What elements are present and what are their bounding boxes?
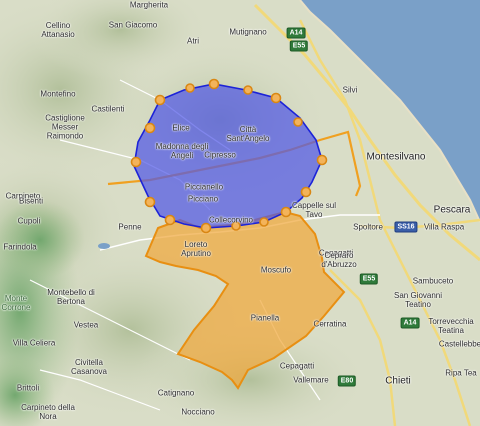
place-label: Catignano	[157, 388, 195, 398]
place-label: Picciano	[187, 194, 219, 204]
place-label: Pianella	[250, 313, 280, 323]
road-shield-e55: E55	[289, 40, 309, 52]
vertex-handle[interactable]	[270, 92, 282, 104]
place-label: San Giacomo	[108, 20, 158, 30]
place-label: Montefino	[40, 89, 76, 99]
vertex-handle[interactable]	[164, 214, 176, 226]
vertex-handle[interactable]	[185, 83, 195, 93]
place-label: Nocciano	[181, 407, 215, 417]
place-label: Villa Raspa	[423, 222, 465, 232]
vertex-handle[interactable]	[259, 217, 269, 227]
place-label: Farindola	[3, 242, 37, 252]
place-label: Penne	[118, 222, 142, 232]
vertex-handle[interactable]	[130, 156, 142, 168]
vertex-handle[interactable]	[144, 196, 156, 208]
place-label: Cepagatti	[279, 361, 315, 371]
place-label: Città Sant'Angelo	[226, 125, 270, 143]
place-label: Castilenti	[91, 104, 125, 114]
road-shield-e55: E55	[359, 273, 379, 285]
place-label: Madonna degli Angeli	[155, 142, 209, 160]
peak-label: Monte Corrone	[1, 294, 31, 312]
place-label: Cepagatti	[318, 248, 354, 258]
place-label: Carpineto della Nora	[21, 403, 75, 421]
place-label: Atri	[187, 36, 199, 46]
place-label: Bisenti	[18, 196, 44, 206]
vertex-handle[interactable]	[293, 117, 303, 127]
place-label: Vallemare	[293, 375, 329, 385]
place-label: Carpineto	[5, 191, 41, 201]
place-label: Montebello di Bertona	[47, 288, 95, 306]
vertex-handle[interactable]	[300, 186, 312, 198]
place-label: Piccianello	[184, 182, 224, 192]
place-label: Pescara	[433, 204, 471, 216]
road-shield-e80: E80	[337, 375, 357, 387]
vertex-handle[interactable]	[316, 154, 328, 166]
place-label: Chieti	[385, 375, 411, 387]
place-label: Cellino Attanasio	[41, 21, 75, 39]
place-label: Civitella Casanova	[70, 358, 108, 376]
place-label: Sambuceto	[412, 276, 454, 286]
place-label: Cappelle sul Tavo	[291, 201, 337, 219]
road-shield-a14: A14	[286, 27, 306, 39]
lake	[98, 243, 110, 249]
place-label: Cipresso	[204, 150, 236, 160]
vertex-handle[interactable]	[231, 221, 241, 231]
place-label: Castellebbe	[438, 339, 480, 349]
place-label: Loreto Aprutino	[181, 240, 211, 258]
place-label: Montesilvano	[366, 151, 426, 163]
place-label: Silvi	[342, 85, 358, 95]
roads	[29, 3, 480, 426]
place-label: Cerratina	[313, 319, 347, 329]
vertex-handle[interactable]	[208, 78, 220, 90]
place-label: Moscufo	[260, 265, 292, 275]
coastline	[299, 0, 480, 223]
place-label: Cupoli	[17, 216, 41, 226]
vertex-handle[interactable]	[280, 206, 292, 218]
vertex-handle[interactable]	[200, 222, 212, 234]
place-label: Brittoli	[16, 383, 40, 393]
place-label: Castiglione Messer Raimondo	[45, 113, 85, 141]
road-shield-a14: A14	[400, 317, 420, 329]
place-label: Spoltore	[353, 222, 383, 232]
place-label: Mutignano	[229, 27, 267, 37]
vertex-handle[interactable]	[154, 94, 166, 106]
place-label: Margherita	[129, 0, 169, 10]
place-label: San Giovanni Teatino	[393, 291, 443, 309]
vertex-handle[interactable]	[144, 122, 156, 134]
vertex-handle[interactable]	[243, 85, 253, 95]
place-label: Collecorvino	[208, 215, 254, 225]
vertex-handles[interactable]	[130, 78, 328, 234]
place-label: Villa Celiera	[12, 338, 56, 348]
place-label: Elice	[172, 123, 190, 133]
place-label: Torrevecchia Teatina	[428, 317, 474, 335]
sea	[300, 0, 480, 222]
road-shield-ss16: SS16	[394, 221, 418, 233]
place-label: Cepraro d'Abruzzo	[321, 251, 357, 269]
place-label: Ripa Tea	[445, 368, 477, 378]
place-label: Vestea	[73, 320, 99, 330]
